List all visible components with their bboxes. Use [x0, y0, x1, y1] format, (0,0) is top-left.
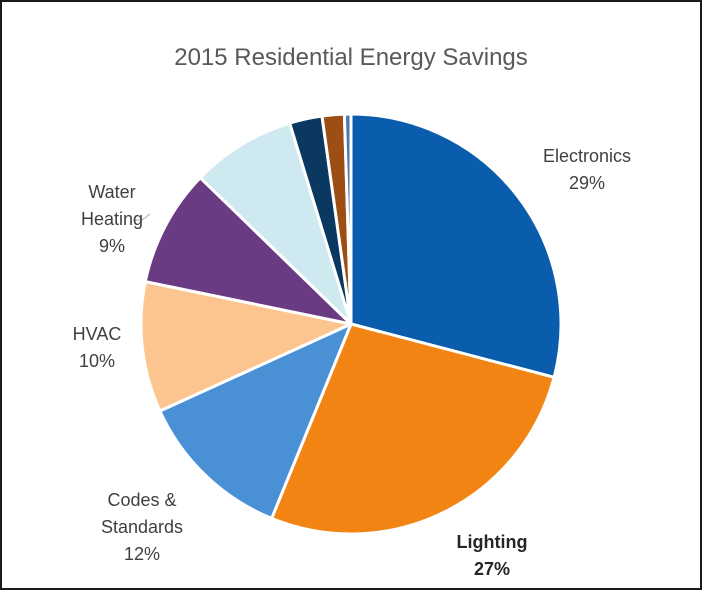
pie-slices	[139, 112, 563, 536]
data-label-line: Lighting	[457, 532, 528, 552]
pie-slice-codes-standards	[158, 322, 353, 520]
data-label-line: Standards	[101, 517, 183, 537]
data-label-line: 9%	[99, 236, 125, 256]
data-label-1: Electronics 29%	[543, 146, 631, 193]
data-label-line: Electronics	[543, 146, 631, 166]
water-heating-leader-line	[133, 213, 151, 221]
data-label-line: 29%	[569, 173, 605, 193]
pie-slice-water-heating	[143, 176, 353, 326]
data-label-4: HVAC 10%	[73, 324, 122, 371]
data-label-line: 27%	[474, 559, 510, 579]
pie-slice-unlabeled-9	[342, 112, 353, 326]
data-label-line: 12%	[124, 544, 160, 564]
data-label-3: Codes & Standards 12%	[101, 490, 183, 564]
data-labels: Electronics 29% Lighting 27% Codes & Standard…	[73, 146, 631, 579]
pie-slice-lighting	[270, 322, 556, 536]
data-label-line: 10%	[79, 351, 115, 371]
data-label-line: Codes &	[107, 490, 176, 510]
pie-slice-electronics	[349, 112, 563, 379]
data-label-5: Water Heating 9%	[81, 182, 143, 256]
pie-slice-unlabeled-6	[198, 121, 353, 326]
data-label-line: HVAC	[73, 324, 122, 344]
data-label-2: Lighting 27%	[457, 532, 528, 579]
data-label-line: Water	[88, 182, 135, 202]
chart-title: 2015 Residential Energy Savings	[174, 44, 528, 71]
data-label-line: Heating	[81, 209, 143, 229]
